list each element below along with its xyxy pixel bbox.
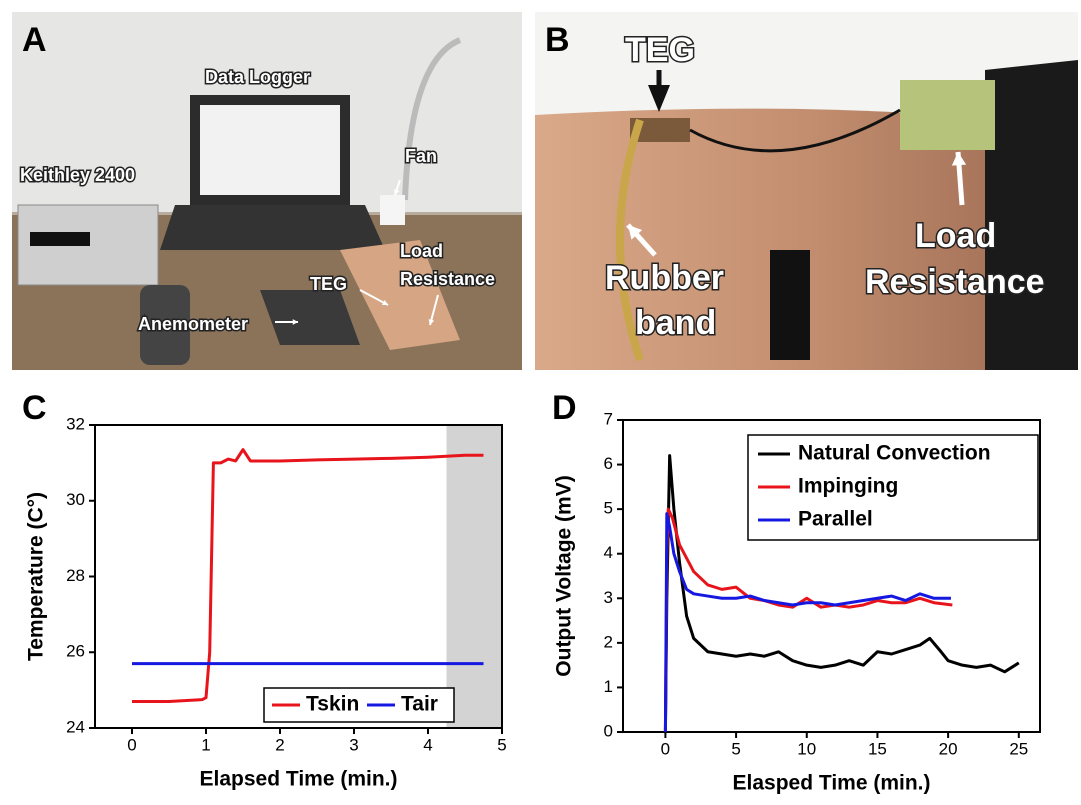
- laptop-display: [200, 105, 340, 195]
- y-tick-label: 1: [604, 677, 613, 696]
- photo-annotation: TEG: [625, 31, 695, 69]
- arrow-head: [628, 225, 643, 240]
- fan-arm: [402, 37, 462, 201]
- y-tick-label: 6: [604, 454, 613, 473]
- photo-annotation: Resistance: [865, 263, 1045, 301]
- sleeve: [985, 60, 1078, 370]
- photo-annotation: Resistance: [400, 269, 495, 289]
- series-line: [132, 448, 484, 703]
- x-tick-label: 4: [423, 735, 432, 754]
- probe: [770, 250, 810, 360]
- x-tick-label: 15: [868, 739, 887, 758]
- x-tick-label: 3: [349, 735, 358, 754]
- plot-frame: [94, 424, 503, 729]
- x-tick-label: 25: [1009, 739, 1028, 758]
- photo-annotation: band: [635, 304, 716, 342]
- y-tick-label: 4: [604, 543, 613, 562]
- x-tick-label: 0: [661, 739, 670, 758]
- photo-annotation: Rubber: [605, 259, 724, 297]
- panel-label: D: [552, 389, 577, 427]
- wire: [689, 108, 901, 153]
- photo-annotation: Keithley 2400: [20, 165, 135, 185]
- legend-label: Tair: [401, 693, 438, 716]
- series-line: [663, 454, 1020, 733]
- legend-label: Parallel: [798, 508, 873, 531]
- series-line: [663, 512, 951, 733]
- y-tick-label: 5: [604, 499, 613, 518]
- y-axis-label: Output Voltage (mV): [553, 475, 576, 676]
- legend-box: [747, 434, 1039, 541]
- arrow-head: [648, 85, 670, 112]
- x-tick-label: 20: [939, 739, 958, 758]
- y-tick-label: 28: [66, 566, 85, 585]
- x-tick-label: 2: [275, 735, 284, 754]
- arrow-head: [951, 152, 967, 166]
- anemometer: [140, 285, 190, 365]
- arrow-head: [382, 299, 388, 306]
- photo-annotation: Data Logger: [205, 67, 310, 87]
- photo-a: [12, 12, 522, 370]
- x-tick-label: 10: [797, 739, 816, 758]
- plot-frame: [622, 419, 1041, 733]
- x-tick-label: 5: [497, 735, 506, 754]
- photo-annotation: TEG: [310, 274, 347, 294]
- y-tick-label: 2: [604, 632, 613, 651]
- rubber-band: [616, 118, 644, 362]
- y-tick-label: 3: [604, 588, 613, 607]
- laptop-base: [160, 205, 385, 250]
- photo-b: [535, 12, 1078, 371]
- x-axis-label: Elapsed Time (min.): [200, 768, 398, 791]
- y-tick-label: 32: [66, 414, 85, 433]
- photo-annotation: Anemometer: [138, 314, 248, 334]
- photo-annotation: Load: [400, 241, 443, 261]
- arrow-head: [393, 189, 400, 195]
- x-axis-label: Elasped Time (min.): [733, 772, 931, 795]
- panel-label: C: [22, 389, 47, 427]
- shaded-region: [446, 425, 502, 728]
- y-tick-label: 26: [66, 642, 85, 661]
- chart: C 24 26 28 30 32 0 1 2 3 4 5 Elapsed Time (min.) Temp…: [22, 389, 507, 791]
- photo-annotation: Load: [915, 217, 996, 255]
- fan: [380, 195, 405, 225]
- x-tick-label: 1: [201, 735, 210, 754]
- anemometer-head: [260, 290, 360, 345]
- x-tick-label: 5: [731, 739, 740, 758]
- y-tick-label: 7: [604, 409, 613, 428]
- photo-annotation: Fan: [405, 146, 437, 166]
- y-tick-label: 0: [604, 721, 613, 740]
- arrow-head: [428, 319, 435, 325]
- legend-label: Tskin: [306, 693, 359, 716]
- x-tick-label: 0: [127, 735, 136, 754]
- legend-label: Natural Convection: [798, 442, 991, 465]
- y-axis-label: Temperature (C°): [25, 492, 48, 661]
- y-tick-label: 30: [66, 490, 85, 509]
- keithley-display: [30, 232, 90, 246]
- forearm: [535, 108, 1000, 371]
- legend-label: Impinging: [798, 475, 898, 498]
- series-line: [663, 507, 953, 733]
- arrow-head: [292, 319, 298, 325]
- arrow-shaft: [359, 289, 389, 306]
- y-tick-label: 24: [66, 717, 85, 736]
- resistor-board: [900, 80, 995, 150]
- panel-label: A: [22, 21, 47, 59]
- chart: D 0 1 2 3 4 5 6 7 0 5 10 15 20 25 Elasped Time (min.) Ou…: [552, 389, 1041, 795]
- panel-label: B: [545, 21, 570, 59]
